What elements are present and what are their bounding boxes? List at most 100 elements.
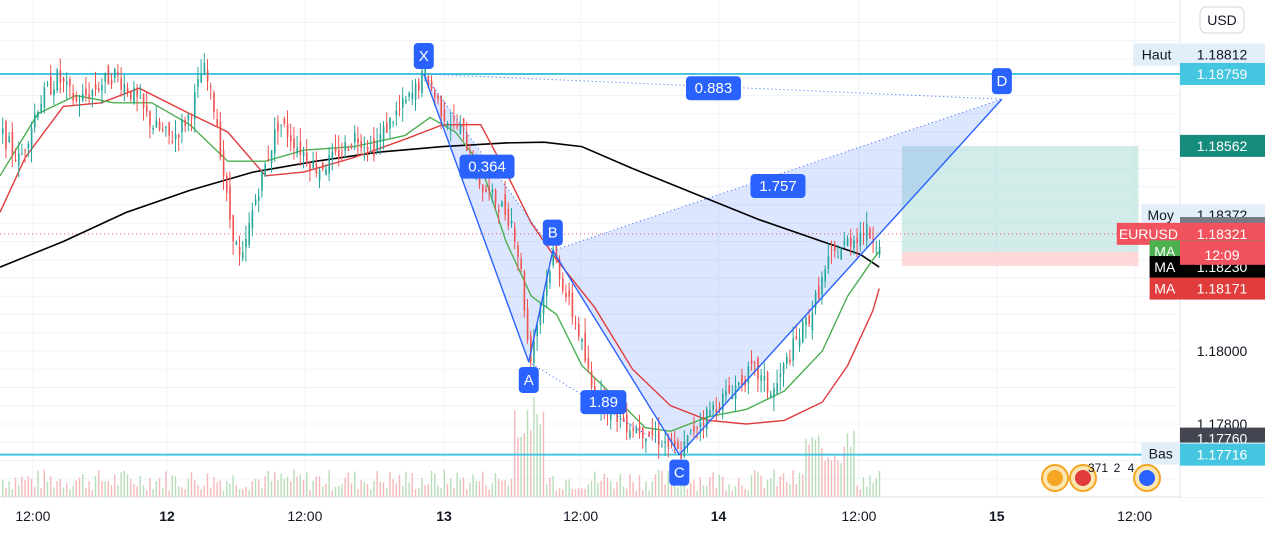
candle-body <box>139 97 142 99</box>
volume-bar <box>309 489 311 497</box>
ratio-label-box <box>580 390 627 415</box>
point-label-b[interactable]: B <box>542 219 563 246</box>
volume-bar <box>808 444 810 497</box>
loss-zone[interactable] <box>901 251 1139 266</box>
price-label-value: 1.18562 <box>1197 138 1248 154</box>
leg-xa[interactable] <box>423 73 530 363</box>
volume-bar <box>130 478 132 497</box>
price-label[interactable]: MA 1.18171 <box>1149 277 1265 300</box>
volume-bar <box>392 479 394 497</box>
volume-bar <box>827 457 829 497</box>
price-label[interactable]: 1.18562 <box>1180 134 1265 157</box>
candle-body <box>386 122 388 133</box>
volume-bar <box>350 483 353 497</box>
candle-body <box>72 92 74 101</box>
ratio-line-xb[interactable] <box>423 73 554 251</box>
candle-body <box>197 78 199 87</box>
candle-body <box>123 84 126 94</box>
volume-bar <box>840 463 842 497</box>
candle-body <box>344 142 346 151</box>
candle-body <box>306 152 308 164</box>
volume-bar <box>286 477 289 497</box>
candle-body <box>645 438 647 442</box>
ratio-label[interactable]: 1.89 <box>580 390 627 415</box>
volume-bar <box>27 476 29 497</box>
volume-bar <box>443 469 445 497</box>
point-label-d[interactable]: D <box>991 68 1012 95</box>
volume-bar <box>558 488 561 497</box>
candle-body <box>856 237 858 243</box>
event-icon-inner <box>1139 470 1155 486</box>
volume-bar <box>389 472 391 497</box>
point-label-c[interactable]: C <box>669 459 690 486</box>
volume-bar <box>382 482 385 497</box>
volume-bar <box>139 475 141 497</box>
candle-body <box>162 129 164 131</box>
price-label[interactable]: 1.17716 <box>1180 443 1265 466</box>
horizontal-levels[interactable] <box>0 72 1180 456</box>
leg-cd[interactable] <box>678 98 1003 456</box>
candle-body <box>203 62 206 75</box>
volume-bar <box>651 481 653 497</box>
candle-body <box>331 151 334 160</box>
price-label[interactable]: Haut 1.18812 <box>1133 43 1265 66</box>
volume-bar <box>411 473 413 497</box>
volume-bar <box>421 478 423 497</box>
candle-body <box>482 184 484 192</box>
ratio-label[interactable]: 1.757 <box>750 174 806 199</box>
volume-bar <box>235 485 237 497</box>
candle-body <box>302 152 305 157</box>
volume-bar <box>645 481 647 497</box>
candle-body <box>50 77 52 95</box>
ratio-label[interactable]: 0.883 <box>685 76 741 101</box>
volume-bar <box>504 480 506 497</box>
volume-bar <box>619 473 621 497</box>
candle-body <box>110 80 113 85</box>
volume-bar <box>616 481 618 497</box>
volume-bar <box>152 489 154 497</box>
currency-badge[interactable]: USD <box>1199 6 1245 34</box>
time-axis[interactable]: 12:00 12 12:00 13 12:00 14 12:00 15 12:00 <box>0 498 1265 533</box>
volume-bar <box>539 424 541 497</box>
volume-bar <box>242 489 244 497</box>
point-label-text: B <box>548 225 558 242</box>
candle-body <box>312 160 314 168</box>
volume-bar <box>190 472 193 497</box>
volume-bar <box>437 484 439 497</box>
ratio-label[interactable]: 0.364 <box>459 154 515 179</box>
price-label[interactable]: 1.18759 <box>1180 62 1265 85</box>
ratio-line-xd[interactable] <box>423 73 1002 100</box>
volume-bar <box>491 483 493 497</box>
candle-body <box>805 317 807 326</box>
candle-body <box>549 271 551 283</box>
volume-bar <box>264 476 266 497</box>
candle-body <box>514 227 516 242</box>
price-label[interactable]: EURUSD 1.18321 <box>1116 222 1265 245</box>
harmonic-pattern[interactable]: X A B C D 0.883 0.364 1.757 1.89 <box>413 42 1012 486</box>
candle-body <box>299 141 302 155</box>
candle-body <box>718 406 721 411</box>
volume-bar <box>434 473 436 497</box>
price-label-name-box <box>1141 442 1180 465</box>
point-label-x[interactable]: X <box>413 42 434 69</box>
point-label-a[interactable]: A <box>518 366 539 393</box>
footer-badges[interactable]: 371 2 4 <box>1041 461 1161 492</box>
candle-body <box>5 121 7 150</box>
candle-body <box>270 150 273 163</box>
moving-average <box>0 87 880 425</box>
volume-bar <box>786 482 788 497</box>
candle-body <box>846 238 849 246</box>
candle-body <box>424 68 426 76</box>
leg-ab[interactable] <box>528 250 554 363</box>
volume-bar <box>523 433 525 497</box>
candle-body <box>453 117 455 120</box>
candle-body <box>389 117 391 129</box>
time-tick-label: 15 <box>989 508 1005 524</box>
volume-bar <box>571 489 573 497</box>
candle-body <box>510 220 513 224</box>
leg-bc[interactable] <box>552 250 680 456</box>
volume-bar <box>453 488 455 497</box>
candle-body <box>274 129 276 154</box>
